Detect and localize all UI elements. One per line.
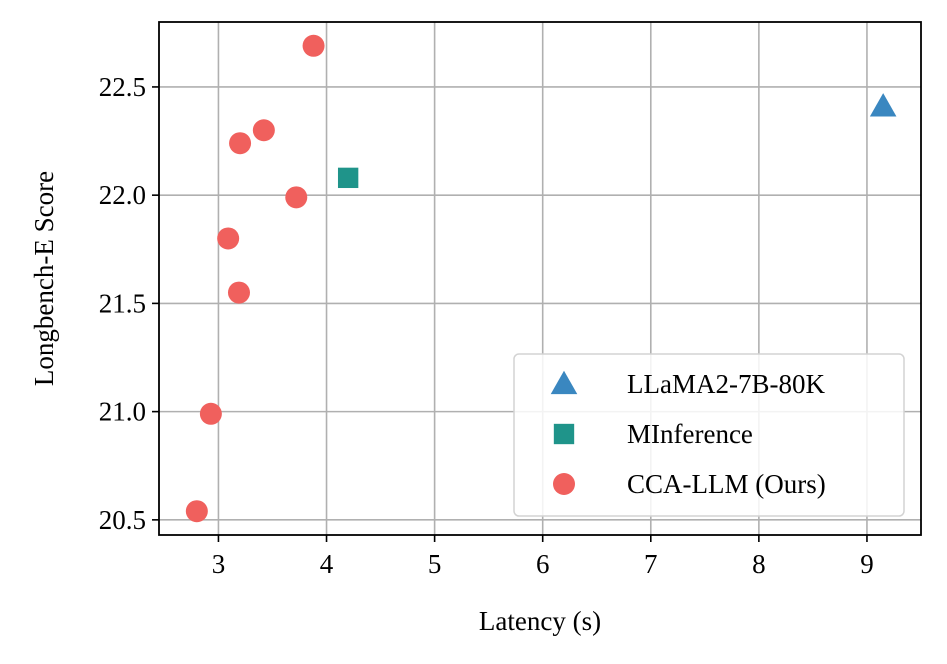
y-tick-label: 21.5 — [99, 288, 146, 318]
data-points — [185, 34, 897, 523]
x-tick-label: 4 — [320, 549, 334, 579]
data-point-minference — [337, 167, 359, 189]
grid — [159, 22, 921, 535]
legend-label: LLaMA2-7B-80K — [627, 369, 825, 399]
x-tick-label: 6 — [536, 549, 550, 579]
legend: LLaMA2-7B-80K MInference CCA-LLM (Ours) — [513, 353, 905, 517]
data-point-cca-llm-ours — [185, 500, 208, 523]
legend-marker-triangle — [550, 370, 578, 395]
legend-label: MInference — [627, 419, 753, 449]
data-point-cca-llm-ours — [227, 281, 250, 304]
data-point-llama2-7b-80k — [869, 93, 897, 117]
legend-marker-square — [553, 423, 575, 445]
y-tick-label: 22.0 — [99, 180, 146, 210]
data-point-cca-llm-ours — [199, 402, 222, 425]
legend-label: CCA-LLM (Ours) — [627, 469, 826, 499]
legend-marker-circle — [553, 473, 575, 495]
x-axis-label: Latency (s) — [479, 606, 601, 636]
y-tick-label: 21.0 — [99, 397, 146, 427]
plot-frame — [158, 21, 922, 536]
data-point-cca-llm-ours — [302, 34, 325, 57]
data-point-cca-llm-ours — [217, 227, 240, 250]
data-point-cca-llm-ours — [252, 119, 275, 142]
x-tick-label: 9 — [860, 549, 874, 579]
legend-box — [513, 353, 905, 517]
x-tick-label: 3 — [212, 549, 226, 579]
data-point-cca-llm-ours — [285, 186, 308, 209]
y-axis-label: Longbench-E Score — [29, 171, 59, 386]
y-tick-label: 20.5 — [99, 505, 146, 535]
x-tick-label: 5 — [428, 549, 442, 579]
data-point-cca-llm-ours — [229, 132, 252, 155]
axis-ticks: 3 4 5 6 7 8 9 20.5 21.0 21.5 22.0 22.5 — [99, 72, 874, 579]
x-tick-label: 8 — [752, 549, 766, 579]
x-tick-label: 7 — [644, 549, 658, 579]
y-tick-label: 22.5 — [99, 72, 146, 102]
